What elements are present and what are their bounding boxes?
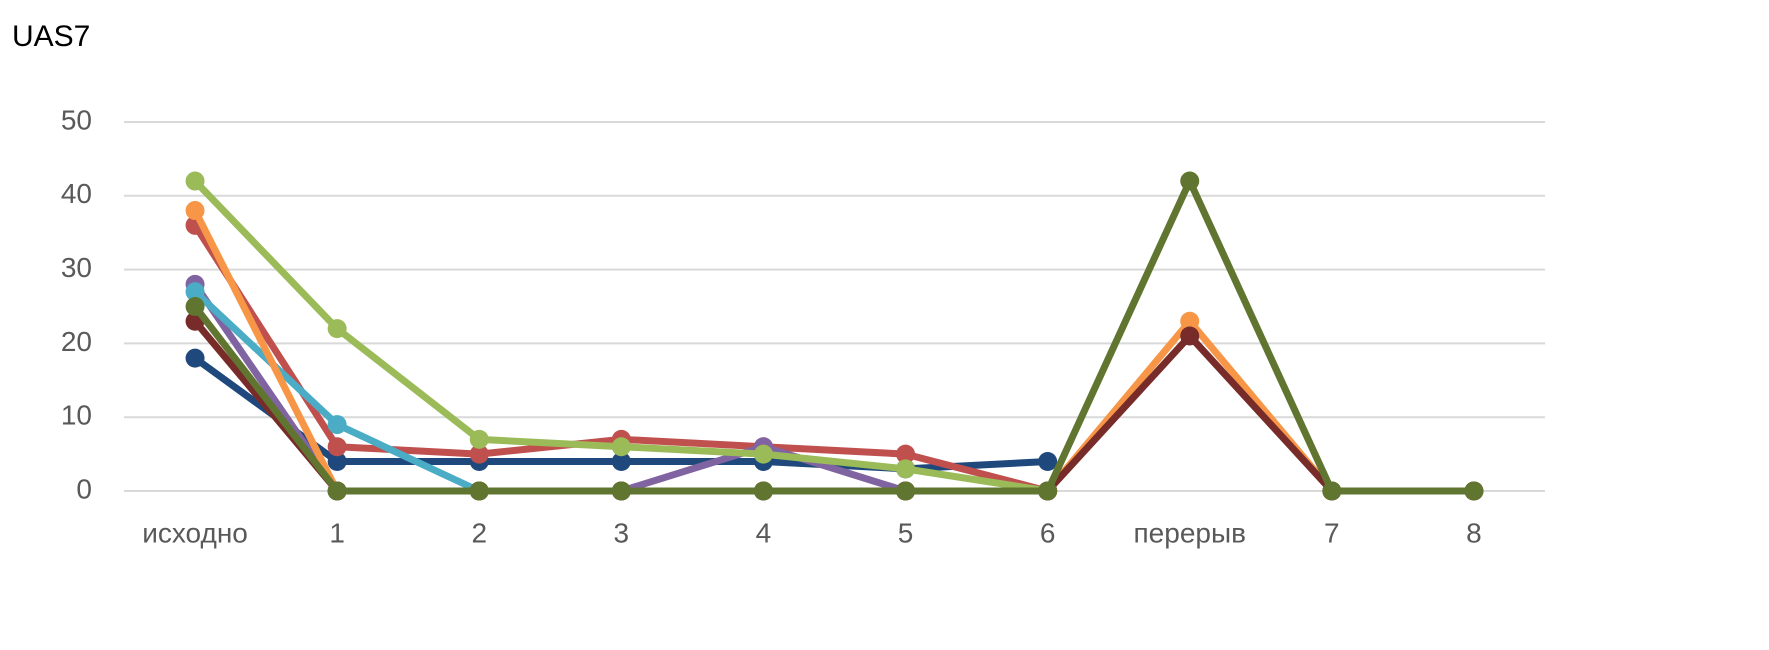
data-point	[327, 451, 347, 471]
y-tick-label: 20	[61, 326, 92, 357]
data-point	[185, 297, 205, 316]
data-point	[753, 481, 773, 501]
x-tick-label: исходно	[142, 517, 248, 548]
data-point	[327, 415, 347, 435]
x-tick-label: 4	[756, 517, 772, 548]
data-point	[1322, 481, 1342, 501]
data-point	[896, 444, 916, 464]
data-point	[1464, 481, 1484, 501]
x-tick-label: 1	[329, 517, 345, 548]
y-tick-label: 30	[61, 252, 92, 283]
data-point	[185, 348, 205, 368]
data-point	[1180, 311, 1200, 331]
x-tick-label: 6	[1040, 517, 1056, 548]
x-tick-label: 8	[1466, 517, 1482, 548]
data-point	[469, 429, 489, 449]
data-point	[896, 459, 916, 479]
y-tick-label: 0	[76, 473, 92, 504]
x-tick-label: 2	[471, 517, 487, 548]
data-point	[1038, 451, 1058, 471]
data-point	[611, 481, 631, 501]
data-point	[185, 282, 205, 302]
y-tick-label: 10	[61, 400, 92, 431]
data-point	[327, 481, 347, 501]
data-point	[611, 451, 631, 471]
y-tick-label: 40	[61, 178, 92, 209]
x-tick-label: перерыв	[1134, 517, 1246, 548]
data-point	[611, 437, 631, 457]
data-point	[469, 444, 489, 464]
data-point	[185, 171, 205, 191]
data-point	[185, 201, 205, 221]
data-point	[327, 319, 347, 339]
x-tick-label: 7	[1324, 517, 1340, 548]
data-point	[1180, 326, 1200, 346]
data-point	[1038, 481, 1058, 501]
data-point	[896, 481, 916, 501]
chart-title: UAS7	[12, 20, 90, 53]
x-tick-label: 3	[614, 517, 630, 548]
data-point	[753, 444, 773, 464]
data-point	[327, 437, 347, 457]
series-line	[192, 177, 1474, 495]
data-point	[1180, 171, 1200, 191]
x-tick-label: 5	[898, 517, 914, 548]
data-point	[469, 481, 489, 501]
y-tick-label: 50	[61, 104, 92, 135]
